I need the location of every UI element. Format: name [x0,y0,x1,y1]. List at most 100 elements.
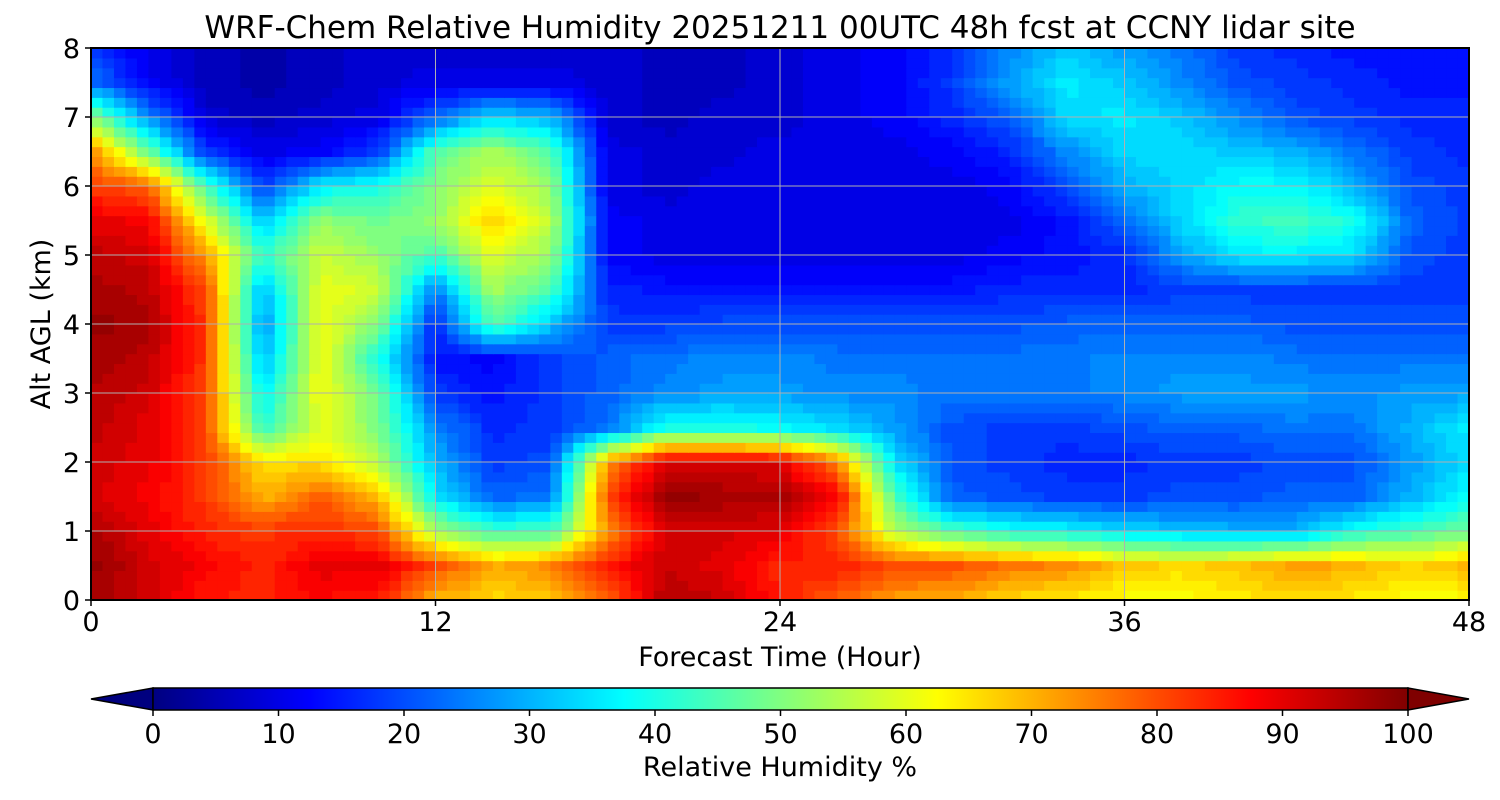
heatmap-cell [217,225,230,236]
heatmap-cell [825,452,839,463]
heatmap-cell [309,471,322,483]
heatmap-cell [1342,422,1355,434]
heatmap-cell [1342,452,1355,463]
heatmap-cell [1342,432,1355,443]
heatmap-cell [240,550,253,562]
heatmap-cell [711,531,724,542]
heatmap-cell [722,195,735,207]
heatmap-cell [1365,452,1378,463]
heatmap-cell [814,353,827,365]
heatmap-cell [251,462,264,473]
heatmap-cell [688,235,701,246]
heatmap-cell [1446,353,1459,365]
heatmap-cell [458,540,471,552]
heatmap-cell [848,590,861,601]
heatmap-cell [1193,333,1206,345]
heatmap-cell [906,402,919,414]
heatmap-cell [1216,274,1229,286]
heatmap-cell [1308,225,1321,236]
heatmap-cell [1181,481,1194,493]
heatmap-cell [113,284,127,296]
heatmap-cell [492,540,505,552]
heatmap-cell [469,471,483,483]
heatmap-cell [91,531,104,542]
heatmap-cell [1044,215,1057,227]
heatmap-cell [492,393,505,404]
heatmap-cell [515,521,528,532]
heatmap-cell [320,442,333,453]
heatmap-cell [435,550,448,562]
heatmap-cell [136,580,150,591]
heatmap-cell [217,590,230,601]
heatmap-cell [894,393,907,404]
heatmap-cell [240,314,253,325]
heatmap-cell [355,521,368,532]
heatmap-cell [1216,294,1229,305]
heatmap-cell [1285,590,1298,601]
heatmap-cell [780,274,793,286]
heatmap-cell [1044,432,1057,443]
heatmap-cell [389,363,402,374]
heatmap-cell [837,205,850,217]
heatmap-cell [1101,235,1114,246]
heatmap-cell [1193,471,1206,483]
heatmap-cell [1113,462,1126,473]
heatmap-cell [963,304,976,315]
heatmap-cell [1216,235,1229,246]
heatmap-cell [722,501,735,512]
heatmap-cell [630,255,643,266]
heatmap-cell [1388,294,1401,305]
heatmap-cell [343,501,356,512]
heatmap-cell [814,324,827,335]
heatmap-cell [309,264,322,276]
heatmap-cell [1009,314,1022,325]
heatmap-cell [1204,245,1217,256]
heatmap-cell [125,284,138,296]
heatmap-cell [538,432,551,443]
heatmap-cell [929,255,942,266]
heatmap-cell [596,353,609,365]
heatmap-cell [148,452,161,463]
heatmap-cell [688,353,701,365]
heatmap-cell [1124,383,1137,394]
heatmap-cell [113,580,127,591]
heatmap-cell [515,531,528,542]
heatmap-cell [263,491,276,503]
heatmap-cell [194,333,207,345]
heatmap-cell [814,195,827,207]
heatmap-cell [1446,215,1459,227]
heatmap-cell [1204,274,1217,286]
heatmap-cell [1400,304,1413,315]
heatmap-cell [699,264,712,276]
heatmap-cell [630,304,643,315]
heatmap-cell [182,324,195,335]
heatmap-cell [894,383,907,394]
heatmap-cell [1147,550,1160,562]
heatmap-cell [205,343,218,355]
heatmap-cell [1250,521,1263,532]
heatmap-cell [469,422,483,434]
heatmap-cell [1193,521,1206,532]
heatmap-cell [1227,531,1240,542]
heatmap-cell [389,195,402,207]
heatmap-cell [332,304,345,315]
heatmap-cell [722,333,735,345]
heatmap-cell [91,333,104,345]
heatmap-cell [1262,264,1275,276]
heatmap-cell [1377,393,1390,404]
heatmap-cell [1446,343,1459,355]
heatmap-cell [401,274,414,286]
heatmap-cell [1009,540,1022,552]
heatmap-cell [550,481,563,493]
heatmap-cell [113,324,127,335]
heatmap-cell [1135,442,1149,453]
heatmap-cell [446,531,460,542]
heatmap-cell [1124,353,1137,365]
heatmap-cell [274,550,287,562]
heatmap-cell [527,491,540,503]
heatmap-cell [320,491,333,503]
heatmap-cell [1308,353,1321,365]
heatmap-cell [1158,304,1172,315]
heatmap-cell [1021,235,1034,246]
heatmap-cell [446,550,460,562]
